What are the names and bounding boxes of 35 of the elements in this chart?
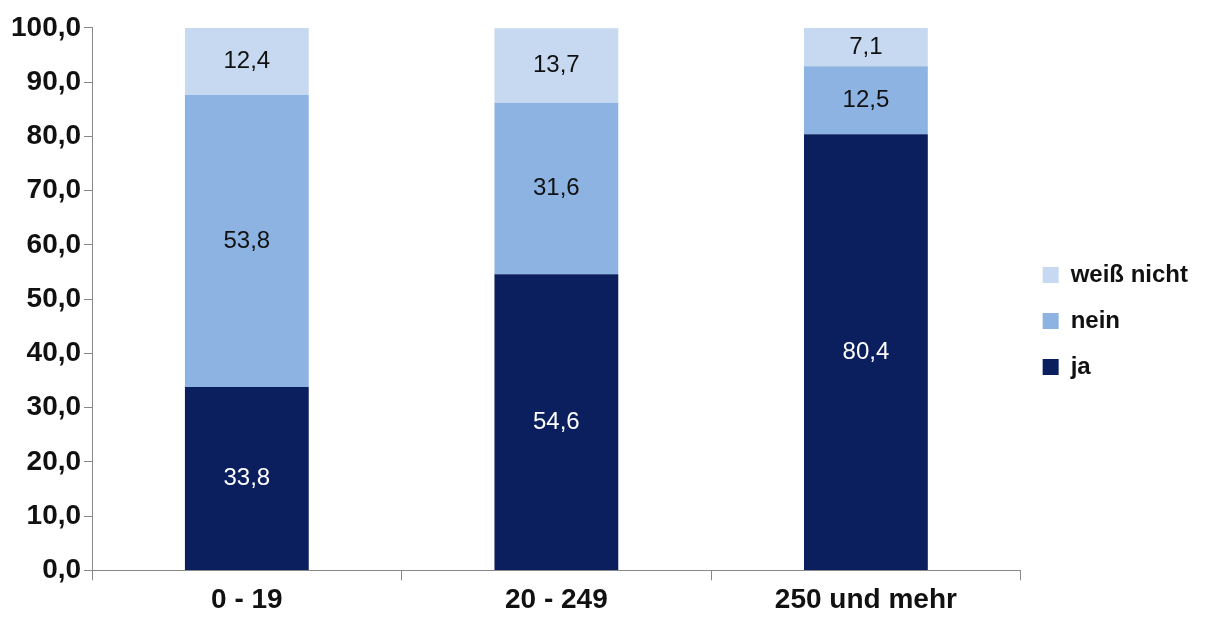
data-label: 33,8 — [223, 463, 271, 491]
y-tick-label: 30,0 — [26, 390, 82, 422]
data-label: 12,5 — [842, 84, 890, 112]
bar — [494, 102, 619, 275]
data-label: 31,6 — [533, 173, 580, 201]
x-tick-label: 250 und mehr — [774, 582, 958, 614]
data-label: 54,6 — [533, 406, 580, 434]
legend-label: ja — [1069, 351, 1092, 379]
bar — [803, 66, 928, 135]
data-label: 53,8 — [223, 225, 271, 253]
legend-label: nein — [1070, 305, 1120, 333]
y-tick-label: 40,0 — [26, 336, 82, 368]
y-tick-label: 100,0 — [10, 10, 82, 42]
x-tick-label: 20 - 249 — [504, 582, 608, 614]
data-label: 12,4 — [223, 46, 271, 74]
bar — [494, 28, 619, 103]
legend-label: weiß nicht — [1069, 259, 1189, 287]
data-label: 13,7 — [533, 50, 580, 78]
bar — [184, 27, 309, 96]
y-tick-label: 50,0 — [26, 281, 82, 313]
bar — [803, 27, 928, 67]
y-tick-label: 60,0 — [26, 227, 82, 259]
y-tick-label: 0,0 — [42, 553, 82, 585]
data-label: 80,4 — [842, 336, 890, 364]
y-tick-label: 80,0 — [26, 119, 82, 151]
bar — [184, 95, 309, 387]
y-tick-label: 20,0 — [26, 444, 82, 476]
bar — [803, 134, 928, 570]
y-tick-label: 10,0 — [26, 498, 82, 530]
bar — [494, 274, 619, 570]
data-label: 7,1 — [849, 31, 883, 59]
x-tick-label: 0 - 19 — [211, 582, 283, 614]
bar — [184, 387, 309, 570]
y-tick-label: 90,0 — [26, 64, 82, 96]
y-tick-label: 70,0 — [26, 173, 82, 205]
